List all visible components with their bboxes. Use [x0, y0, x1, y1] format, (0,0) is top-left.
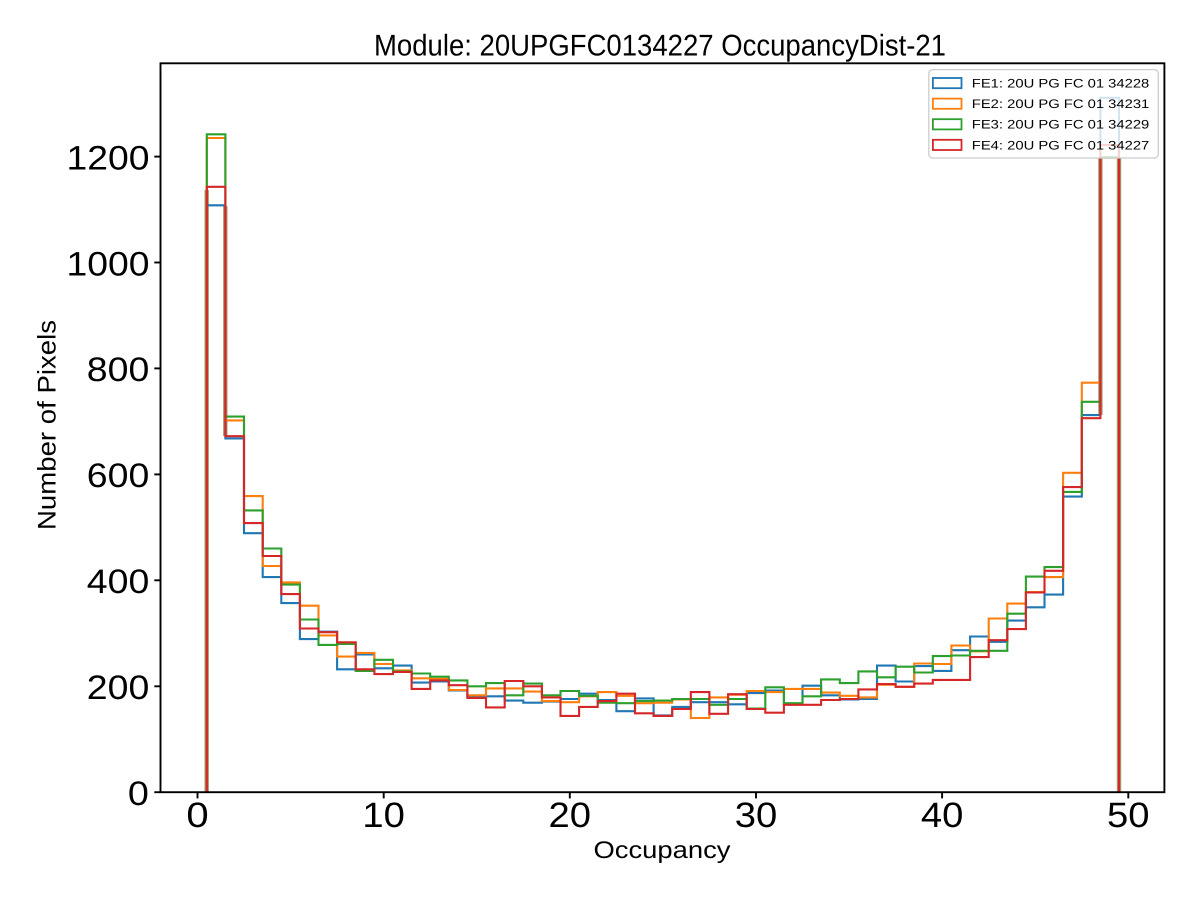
svg-text:50: 50	[1107, 796, 1150, 835]
svg-text:400: 400	[87, 563, 150, 601]
svg-text:FE2: 20U PG FC 01 34231: FE2: 20U PG FC 01 34231	[972, 97, 1150, 111]
svg-text:FE4: 20U PG FC 01 34227: FE4: 20U PG FC 01 34227	[972, 138, 1150, 152]
svg-text:30: 30	[735, 796, 778, 835]
svg-text:0: 0	[128, 775, 149, 813]
svg-text:1200: 1200	[67, 139, 150, 177]
svg-text:Occupancy: Occupancy	[594, 837, 731, 864]
svg-text:10: 10	[362, 796, 405, 835]
svg-text:Number of Pixels: Number of Pixels	[33, 320, 61, 530]
svg-text:200: 200	[87, 669, 150, 707]
svg-text:FE1: 20U PG FC 01 34228: FE1: 20U PG FC 01 34228	[972, 77, 1150, 91]
svg-text:0: 0	[186, 796, 208, 835]
svg-text:800: 800	[87, 351, 150, 389]
svg-text:FE3: 20U PG FC 01 34229: FE3: 20U PG FC 01 34229	[972, 118, 1150, 132]
svg-text:600: 600	[87, 457, 150, 495]
svg-text:40: 40	[921, 796, 964, 835]
svg-text:Module: 20UPGFC0134227 Occupan: Module: 20UPGFC0134227 OccupancyDist-21	[374, 30, 946, 63]
svg-text:1000: 1000	[67, 245, 150, 283]
svg-text:20: 20	[549, 796, 592, 835]
